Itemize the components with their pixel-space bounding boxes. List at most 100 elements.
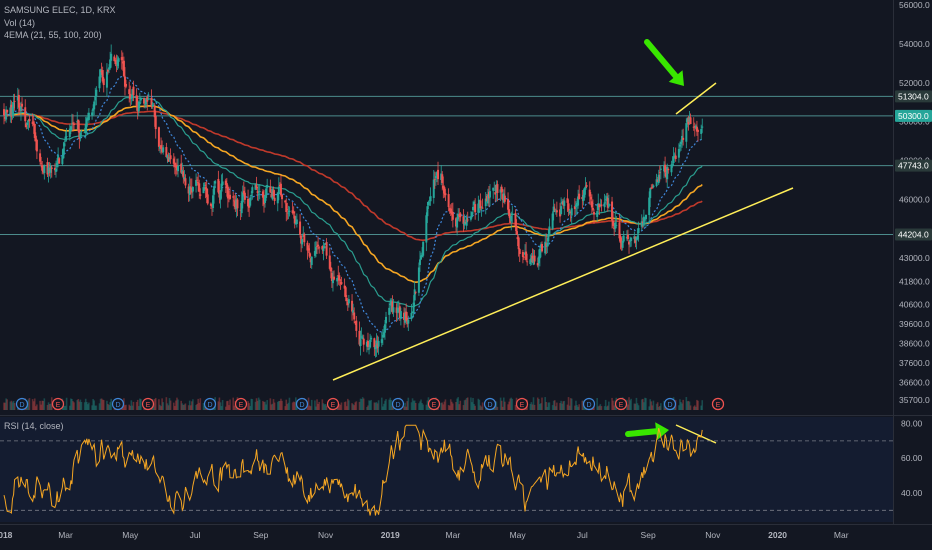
- volume-bar: [368, 400, 370, 410]
- candle: [589, 192, 592, 206]
- volume-bar: [131, 405, 134, 410]
- volume-bar: [407, 397, 410, 410]
- candle: [198, 179, 201, 199]
- volume-bar: [68, 405, 71, 410]
- volume-bar: [449, 399, 452, 410]
- volume-bar: [680, 402, 682, 410]
- volume-bar: [420, 399, 422, 410]
- candle: [160, 137, 163, 155]
- dividend-marker: D: [391, 397, 405, 411]
- volume-bar: [531, 404, 534, 410]
- volume-bar: [318, 401, 320, 410]
- earnings-marker: E: [141, 397, 155, 411]
- candle: [166, 154, 169, 164]
- candle: [196, 176, 199, 184]
- volume-bar: [406, 401, 409, 410]
- candle: [165, 142, 168, 158]
- candle: [362, 334, 365, 352]
- candle: [640, 214, 643, 231]
- event-label: D: [19, 402, 24, 409]
- volume-bar: [3, 402, 5, 410]
- candle: [138, 92, 141, 109]
- candle: [145, 98, 148, 109]
- candle: [122, 56, 125, 78]
- candle: [167, 152, 170, 162]
- volume-bar: [324, 403, 327, 410]
- candle: [625, 230, 628, 241]
- candle: [102, 77, 105, 93]
- candle: [65, 128, 68, 142]
- candle: [358, 321, 361, 347]
- volume-bar: [456, 398, 458, 410]
- candle: [158, 146, 161, 153]
- volume-bar: [174, 406, 176, 410]
- candle: [100, 62, 103, 75]
- candle: [47, 162, 50, 183]
- candle: [391, 295, 394, 315]
- rsi-axis: 80.00 60.00 40.00: [901, 418, 923, 497]
- event-label: D: [667, 402, 672, 409]
- volume-bar: [464, 399, 467, 410]
- candle: [242, 181, 245, 196]
- volume-bar: [692, 406, 695, 410]
- volume-bar: [689, 405, 692, 410]
- volume-indicator-label: Vol (14): [4, 18, 36, 28]
- candle: [321, 245, 324, 254]
- candle: [123, 67, 126, 96]
- candle: [61, 149, 64, 167]
- candle: [486, 188, 489, 207]
- volume-bar: [247, 401, 249, 410]
- volume-bar: [279, 400, 281, 410]
- candles: [3, 44, 704, 358]
- candle: [487, 185, 490, 207]
- candle: [18, 102, 21, 113]
- volume-bar: [39, 400, 41, 410]
- volume-bar: [452, 403, 454, 410]
- volume-bar: [287, 402, 290, 410]
- candle: [70, 113, 73, 131]
- volume-bar: [228, 405, 230, 410]
- candle: [306, 240, 309, 260]
- volume-bar: [345, 406, 348, 410]
- candle: [671, 156, 674, 168]
- volume-bar: [504, 401, 506, 410]
- candle: [620, 237, 623, 251]
- candle: [272, 186, 275, 199]
- volume-bar: [658, 405, 661, 410]
- candle: [643, 217, 646, 222]
- volume-bar: [12, 400, 15, 410]
- volume-bar: [539, 404, 541, 410]
- volume-bar: [380, 397, 383, 410]
- volume-bar: [308, 405, 311, 410]
- candle: [337, 265, 340, 285]
- candle: [414, 291, 417, 295]
- volume-bar: [83, 402, 86, 410]
- volume-bar: [376, 403, 379, 410]
- volume-bar: [344, 401, 347, 410]
- ema-21-line: [3, 74, 703, 333]
- volume-bar: [656, 402, 659, 410]
- volume-bar: [419, 401, 421, 410]
- time-tick-label: 2019: [381, 530, 400, 540]
- volume-bar: [180, 400, 183, 410]
- candle: [459, 212, 462, 222]
- candle: [85, 116, 88, 134]
- volume-bar: [422, 404, 424, 410]
- candle: [213, 180, 216, 204]
- candle: [657, 169, 660, 186]
- candle: [232, 191, 235, 207]
- volume-bar: [43, 398, 46, 410]
- event-label: E: [331, 402, 336, 409]
- candle: [343, 278, 346, 297]
- volume-bar: [629, 400, 631, 410]
- time-axis: 2018 Mar May Jul Sep Nov 2019 Mar May Jul Sep Nov 20…: [0, 530, 849, 540]
- candle: [381, 329, 384, 346]
- price-tick-label: 38600.0: [899, 339, 930, 349]
- earnings-marker: E: [711, 397, 725, 411]
- candle: [432, 169, 435, 204]
- candle: [502, 189, 505, 203]
- volume-bar: [251, 399, 254, 410]
- volume-bar: [694, 405, 696, 410]
- candle: [517, 235, 520, 257]
